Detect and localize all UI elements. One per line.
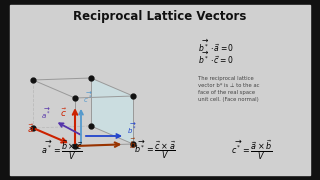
- Text: $\overrightarrow{a^*}$: $\overrightarrow{a^*}$: [41, 107, 51, 121]
- Text: $\vec{c}$: $\vec{c}$: [60, 107, 67, 119]
- Text: $\overrightarrow{b^*} \cdot \vec{c} = 0$: $\overrightarrow{b^*} \cdot \vec{c} = 0$: [198, 49, 234, 66]
- Text: $\vec{b}$: $\vec{b}$: [129, 137, 137, 151]
- Polygon shape: [91, 78, 133, 144]
- Text: $\overrightarrow{b^*} = \dfrac{\vec{c} \times \vec{a}}{V}$: $\overrightarrow{b^*} = \dfrac{\vec{c} \…: [134, 139, 176, 161]
- Text: The reciprocal lattice
vector b* is ⊥ to the ac
face of the real space
unit cell: The reciprocal lattice vector b* is ⊥ to…: [198, 76, 260, 102]
- Text: $\overrightarrow{b^*} \cdot \vec{a} = 0$: $\overrightarrow{b^*} \cdot \vec{a} = 0$: [198, 37, 234, 54]
- Text: $\overrightarrow{c^*} = \dfrac{\vec{a} \times \vec{b}}{V}$: $\overrightarrow{c^*} = \dfrac{\vec{a} \…: [231, 138, 273, 162]
- Text: $\overrightarrow{b^*}$: $\overrightarrow{b^*}$: [127, 122, 138, 136]
- Text: $\vec{a}$: $\vec{a}$: [27, 123, 35, 135]
- Text: $\overrightarrow{c^*}$: $\overrightarrow{c^*}$: [83, 91, 93, 105]
- Text: $\overrightarrow{a^*} = \dfrac{\vec{b} \times \vec{c}}{V}$: $\overrightarrow{a^*} = \dfrac{\vec{b} \…: [41, 138, 83, 162]
- Text: Reciprocal Lattice Vectors: Reciprocal Lattice Vectors: [73, 10, 247, 23]
